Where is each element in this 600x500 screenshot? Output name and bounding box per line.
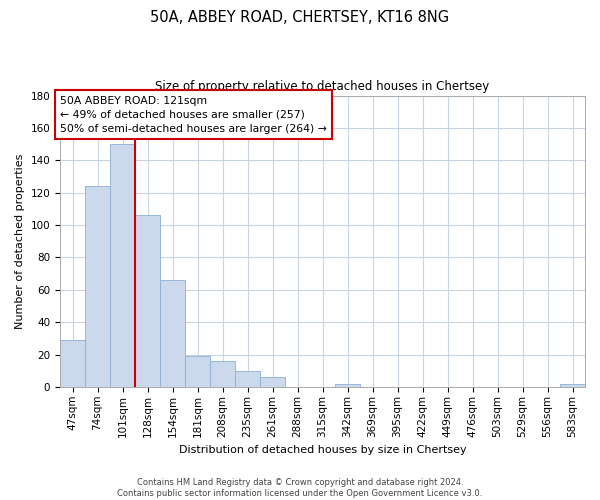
Text: 50A ABBEY ROAD: 121sqm
← 49% of detached houses are smaller (257)
50% of semi-de: 50A ABBEY ROAD: 121sqm ← 49% of detached… xyxy=(60,96,327,134)
Bar xyxy=(185,356,210,387)
Bar xyxy=(60,340,85,387)
Bar xyxy=(260,377,285,387)
Title: Size of property relative to detached houses in Chertsey: Size of property relative to detached ho… xyxy=(155,80,490,93)
Bar xyxy=(110,144,135,387)
Bar xyxy=(160,280,185,387)
Bar xyxy=(235,370,260,387)
Bar xyxy=(85,186,110,387)
Bar xyxy=(135,216,160,387)
X-axis label: Distribution of detached houses by size in Chertsey: Distribution of detached houses by size … xyxy=(179,445,466,455)
Text: 50A, ABBEY ROAD, CHERTSEY, KT16 8NG: 50A, ABBEY ROAD, CHERTSEY, KT16 8NG xyxy=(151,10,449,25)
Bar xyxy=(335,384,360,387)
Bar xyxy=(210,361,235,387)
Text: Contains HM Land Registry data © Crown copyright and database right 2024.
Contai: Contains HM Land Registry data © Crown c… xyxy=(118,478,482,498)
Y-axis label: Number of detached properties: Number of detached properties xyxy=(15,154,25,329)
Bar xyxy=(560,384,585,387)
